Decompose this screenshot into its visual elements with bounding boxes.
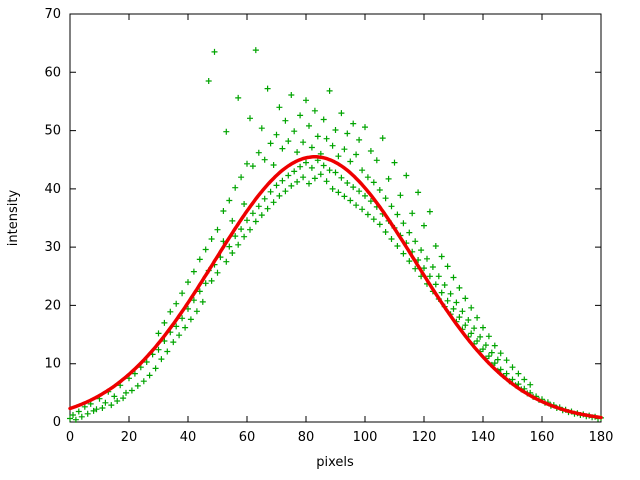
fit-curve [68,155,603,420]
tick-labels: 0 20 40 60 80 100 120 140 160 180 0 10 20 30 40 50 60 70 [44,7,613,445]
y-tick-label: 40 [44,182,61,197]
y-tick-label: 20 [44,298,61,313]
x-tick-label: 20 [121,430,138,445]
x-tick-label: 0 [66,430,74,445]
x-tick-label: 120 [412,430,437,445]
y-tick-label: 60 [44,65,61,80]
y-axis-label: intensity [6,190,21,247]
axis-ticks [69,13,602,423]
y-tick-label: 70 [44,7,61,22]
x-tick-label: 80 [298,430,315,445]
fit-curve-series [68,155,603,420]
y-tick-label: 0 [53,415,61,430]
x-tick-label: 100 [353,430,378,445]
y-tick-label: 30 [44,240,61,255]
x-tick-label: 40 [180,430,197,445]
x-tick-label: 140 [471,430,496,445]
x-tick-label: 160 [530,430,555,445]
y-tick-label: 10 [44,357,61,372]
x-tick-label: 60 [239,430,256,445]
y-tick-label: 50 [44,124,61,139]
x-tick-label: 180 [589,430,614,445]
plot-border [69,13,602,423]
x-axis-label: pixels [316,455,354,470]
scatter-points [67,47,604,423]
scatter-series [67,47,604,423]
